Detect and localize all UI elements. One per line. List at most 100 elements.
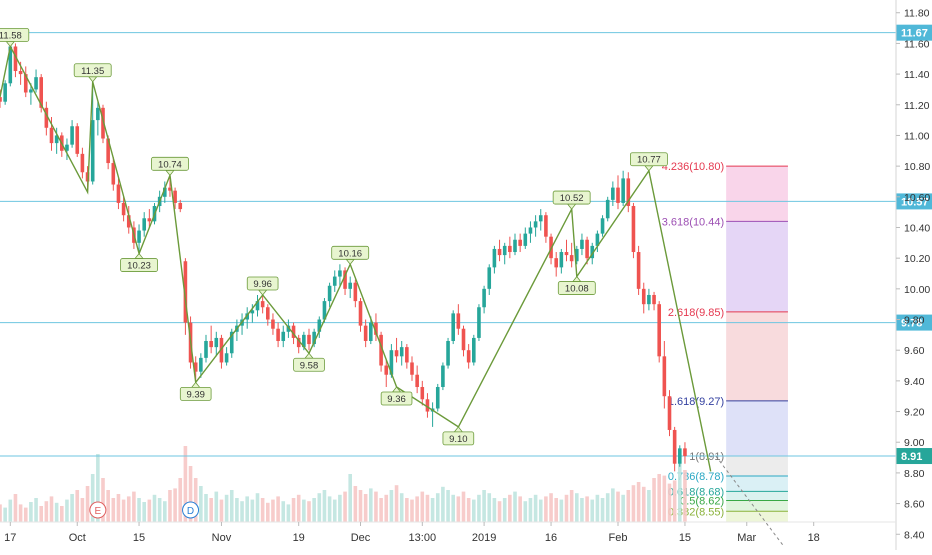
candle-body bbox=[405, 347, 409, 363]
volume-bar bbox=[502, 498, 507, 522]
candle-body bbox=[266, 307, 270, 320]
candle-body bbox=[662, 356, 667, 397]
time-tick-label: 2019 bbox=[472, 532, 496, 544]
price-tick-label: 10.20 bbox=[904, 253, 930, 265]
fib-zone bbox=[726, 511, 788, 522]
candle-body bbox=[657, 304, 661, 357]
fib-level-label: 0.786(8.78) bbox=[668, 471, 724, 483]
volume-bar bbox=[106, 490, 110, 522]
candle-body bbox=[528, 227, 533, 234]
candle-body bbox=[75, 126, 80, 154]
candle-body bbox=[302, 334, 306, 348]
volume-bar bbox=[631, 485, 636, 522]
fibonacci-extension: 4.236(10.80)3.618(10.44)2.618(9.85)1.618… bbox=[662, 161, 788, 522]
candle-body bbox=[137, 230, 141, 243]
volume-bar bbox=[508, 494, 512, 522]
fib-zone bbox=[726, 311, 788, 401]
level-label-bg bbox=[896, 24, 932, 41]
fib-zone bbox=[726, 456, 788, 476]
candle-body bbox=[621, 178, 625, 203]
price-tick-label: 11.20 bbox=[904, 100, 930, 112]
volume-bar bbox=[435, 493, 440, 522]
volume-bar bbox=[96, 454, 100, 522]
time-tick-label: 19 bbox=[293, 532, 305, 544]
price-tick-label: 8.40 bbox=[904, 529, 925, 541]
volume-bar bbox=[178, 478, 183, 522]
candle-body bbox=[580, 239, 584, 249]
volume-bar bbox=[65, 499, 69, 522]
volume-bar bbox=[657, 474, 661, 522]
candle-body bbox=[595, 233, 600, 246]
candle-body bbox=[286, 325, 291, 332]
event-marker-circle bbox=[182, 501, 200, 519]
candle-body bbox=[600, 218, 605, 234]
volume-bar bbox=[18, 504, 23, 522]
candle-body bbox=[641, 288, 646, 305]
volume-bar bbox=[229, 490, 234, 522]
volume-bar bbox=[271, 499, 275, 522]
volume-bar bbox=[590, 499, 595, 522]
candle-body bbox=[126, 215, 131, 228]
price-axis[interactable]: 8.40 8.60 8.80 9.00 9.20 9.40 9.60 9.80 10.00 10.… bbox=[895, 0, 930, 550]
pivot-label-bg bbox=[179, 387, 212, 401]
fib-level-label: 0.382(8.55) bbox=[668, 506, 724, 518]
volume-bar bbox=[580, 498, 584, 522]
level-label-bg bbox=[896, 314, 932, 331]
candle-body bbox=[327, 285, 332, 302]
price-tick-label: 11.00 bbox=[904, 130, 930, 142]
volume-bar bbox=[353, 486, 358, 522]
volume-bar bbox=[559, 499, 564, 522]
price-tick-label: 9.60 bbox=[904, 345, 925, 357]
volume-bar bbox=[90, 474, 95, 522]
volume-bar bbox=[240, 501, 244, 522]
candle-body bbox=[260, 301, 265, 308]
candle-body bbox=[80, 153, 85, 173]
candle-body bbox=[487, 267, 492, 289]
candle-body bbox=[96, 107, 100, 121]
candle-body bbox=[538, 215, 543, 222]
candle-body bbox=[116, 184, 121, 203]
volume-bar bbox=[49, 496, 54, 522]
candle-body bbox=[29, 89, 33, 93]
price-tick-label: 10.80 bbox=[904, 161, 930, 173]
candle-body bbox=[374, 322, 378, 335]
fib-level-label: 4.236(10.80) bbox=[662, 161, 724, 173]
fib-zone bbox=[726, 400, 788, 457]
time-tick-label: 17 bbox=[4, 532, 16, 544]
volume-bar bbox=[255, 493, 260, 522]
candle-body bbox=[147, 218, 152, 222]
pivot-pointer bbox=[190, 381, 201, 388]
pivot-label-bg bbox=[73, 63, 112, 78]
volume-bar bbox=[611, 488, 615, 522]
candle-body bbox=[13, 46, 18, 72]
volume-bar bbox=[394, 485, 399, 522]
candle-body bbox=[183, 261, 188, 323]
pivot-pointer bbox=[134, 252, 144, 259]
candle-body bbox=[461, 328, 466, 351]
volume-bar bbox=[80, 498, 85, 522]
time-tick-label: Feb bbox=[609, 532, 628, 544]
time-tick-label: 15 bbox=[679, 532, 691, 544]
candle-body bbox=[142, 218, 146, 231]
candle-body bbox=[564, 252, 569, 256]
fib-level-label: 2.618(9.85) bbox=[668, 307, 724, 319]
candle-body bbox=[322, 301, 327, 320]
volume-bar bbox=[338, 494, 342, 522]
price-tick-label: 9.20 bbox=[904, 407, 925, 419]
volume-bar bbox=[307, 501, 311, 522]
pivot-label: 9.58 bbox=[300, 360, 319, 371]
volume-bar bbox=[616, 491, 620, 522]
level-label: 10.57 bbox=[901, 196, 929, 208]
time-axis[interactable]: 17 Oct 15 Nov 19 Dec 13:00 2019 16 Feb 15 Mar 18 bbox=[0, 521, 896, 544]
volume-bar bbox=[209, 498, 213, 522]
volume-bar bbox=[126, 496, 131, 522]
volume-bar bbox=[405, 498, 409, 522]
candle-body bbox=[54, 135, 59, 144]
volume-bar bbox=[678, 462, 682, 522]
pivot-label-bg bbox=[380, 391, 413, 406]
price-tick-label: 11.40 bbox=[904, 69, 930, 81]
volume-bar bbox=[132, 491, 136, 522]
volume-bar bbox=[518, 496, 522, 522]
